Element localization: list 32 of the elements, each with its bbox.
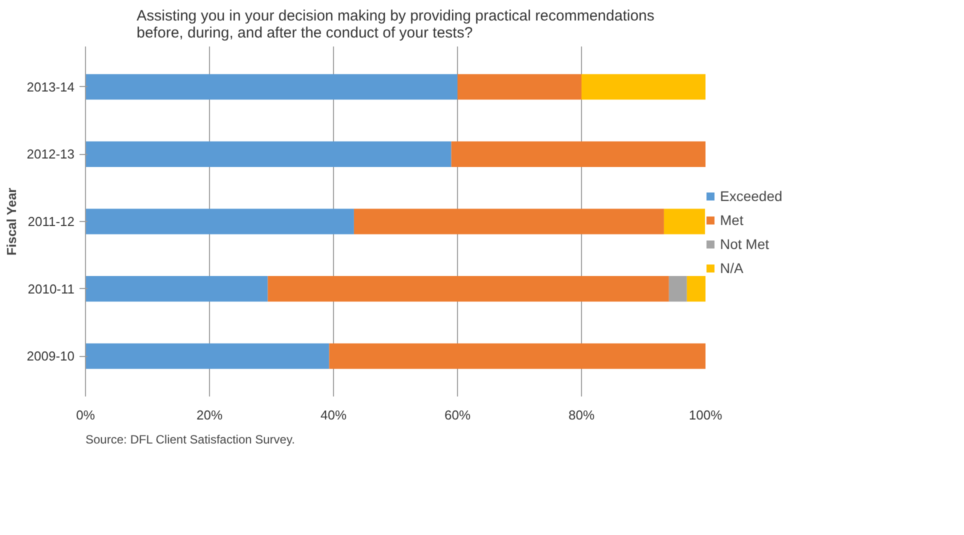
bar xyxy=(86,208,354,234)
bar xyxy=(451,141,706,167)
bar xyxy=(664,208,706,234)
legend-label: Met xyxy=(720,212,744,228)
bar xyxy=(668,276,687,302)
y-tick-label: 2010-11 xyxy=(28,281,75,296)
x-tick-label: 80% xyxy=(568,408,595,422)
chart-title: Assisting you in your decision making by providing practical recommendations before, during, and after the conduct of your tests? xyxy=(136,8,654,42)
x-tick-label: 0% xyxy=(76,408,96,422)
y-axis-title: Fiscal Year xyxy=(4,188,19,256)
y-tick-label: 2013-14 xyxy=(26,79,75,94)
series-label: Not Met xyxy=(720,236,770,252)
legend-label: N/A xyxy=(720,260,744,276)
legend-label: Exceeded xyxy=(720,188,782,204)
bar xyxy=(86,276,268,302)
y-tick-label: 2011-12 xyxy=(28,214,75,229)
bar xyxy=(86,141,452,167)
bar xyxy=(354,208,664,234)
source-note: Source: DFL Client Satisfaction Survey. xyxy=(86,432,295,446)
bar xyxy=(86,74,458,100)
x-tick-label: 40% xyxy=(320,408,347,422)
x-tick-label: 60% xyxy=(444,408,471,422)
bar xyxy=(582,74,706,100)
x-tick-label: 100% xyxy=(688,408,723,422)
y-tick-label: 2009-10 xyxy=(26,348,75,364)
bar xyxy=(686,276,706,302)
y-tick-label: 2012-13 xyxy=(26,146,75,162)
x-tick-label: 20% xyxy=(196,408,223,422)
bar xyxy=(329,343,706,369)
bar xyxy=(458,74,582,100)
bar xyxy=(86,343,330,369)
bar xyxy=(268,276,669,302)
